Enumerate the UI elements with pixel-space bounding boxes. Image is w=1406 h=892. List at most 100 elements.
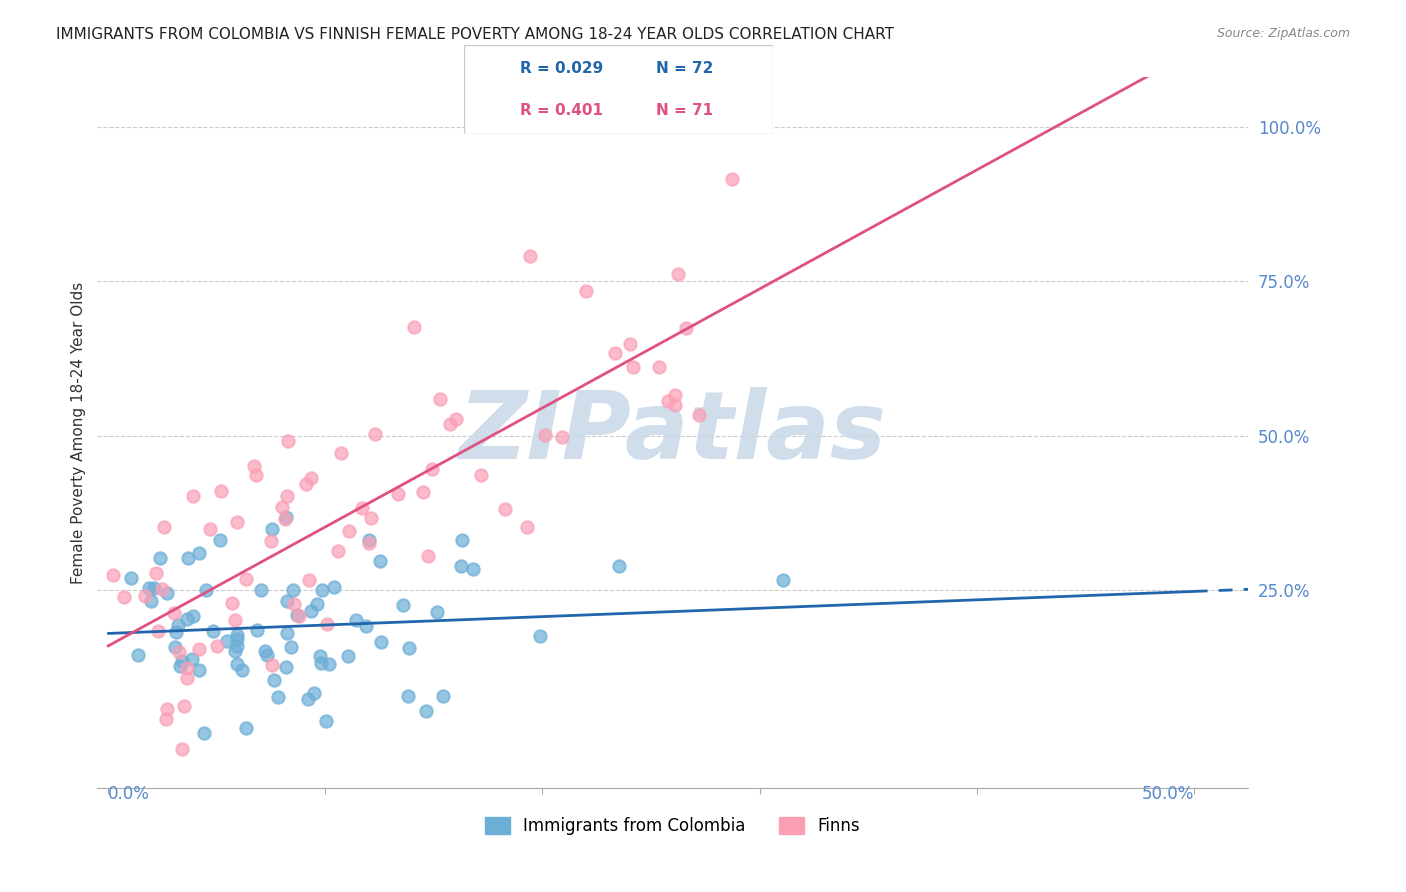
- Point: [149, 551, 172, 566]
- Point: [648, 360, 671, 375]
- Point: [276, 659, 298, 673]
- Point: [297, 691, 319, 706]
- Point: [276, 489, 298, 503]
- Point: [450, 533, 472, 548]
- Point: [664, 398, 686, 412]
- Point: [146, 624, 169, 638]
- Point: [396, 690, 419, 704]
- Point: [217, 633, 239, 648]
- Point: [285, 608, 308, 623]
- Point: [224, 643, 246, 657]
- Point: [271, 500, 294, 515]
- Point: [276, 594, 298, 608]
- Text: N = 72: N = 72: [655, 62, 713, 76]
- Point: [134, 590, 156, 604]
- Point: [225, 628, 247, 642]
- Y-axis label: Female Poverty Among 18-24 Year Olds: Female Poverty Among 18-24 Year Olds: [72, 282, 86, 583]
- Point: [420, 462, 443, 476]
- Point: [138, 581, 160, 595]
- Point: [274, 512, 297, 526]
- Point: [519, 249, 541, 263]
- Point: [309, 657, 332, 671]
- Point: [181, 489, 204, 503]
- Point: [243, 458, 266, 473]
- Point: [391, 598, 413, 612]
- Point: [198, 522, 221, 536]
- Point: [262, 657, 284, 672]
- Point: [253, 644, 276, 658]
- Point: [657, 394, 679, 409]
- Point: [226, 515, 249, 529]
- Point: [301, 604, 323, 618]
- Point: [195, 582, 218, 597]
- Point: [359, 535, 381, 549]
- Point: [187, 642, 209, 657]
- Point: [276, 625, 298, 640]
- Point: [387, 487, 409, 501]
- Point: [181, 651, 204, 665]
- Point: [494, 501, 516, 516]
- Point: [188, 663, 211, 677]
- Point: [432, 689, 454, 703]
- Point: [188, 546, 211, 560]
- Point: [112, 590, 135, 604]
- Point: [450, 558, 472, 573]
- Point: [370, 635, 392, 649]
- Point: [235, 572, 257, 586]
- Point: [529, 629, 551, 643]
- Point: [209, 483, 232, 498]
- Point: [326, 544, 349, 558]
- Point: [267, 690, 290, 704]
- Point: [226, 657, 249, 672]
- Point: [621, 359, 644, 374]
- Text: N = 71: N = 71: [655, 103, 713, 118]
- Point: [221, 596, 243, 610]
- Point: [201, 624, 224, 639]
- Point: [603, 346, 626, 360]
- Point: [619, 336, 641, 351]
- Point: [323, 580, 346, 594]
- Point: [127, 648, 149, 663]
- Point: [172, 654, 194, 668]
- Point: [166, 624, 188, 639]
- Point: [103, 568, 125, 582]
- Point: [156, 586, 179, 600]
- Point: [245, 467, 267, 482]
- Point: [226, 632, 249, 647]
- Point: [298, 573, 321, 587]
- Point: [145, 566, 167, 581]
- Point: [364, 427, 387, 442]
- Point: [226, 639, 249, 653]
- Point: [176, 661, 198, 675]
- Point: [263, 673, 285, 687]
- Point: [283, 597, 305, 611]
- Point: [688, 408, 710, 422]
- Point: [668, 267, 690, 281]
- Point: [181, 609, 204, 624]
- Point: [516, 520, 538, 534]
- Point: [720, 171, 742, 186]
- Point: [336, 648, 359, 663]
- Point: [150, 582, 173, 596]
- Point: [169, 645, 191, 659]
- Point: [250, 582, 273, 597]
- FancyBboxPatch shape: [464, 45, 773, 134]
- Point: [461, 561, 484, 575]
- Point: [302, 686, 325, 700]
- Point: [360, 511, 382, 525]
- Point: [337, 524, 360, 539]
- Bar: [474, 95, 510, 127]
- Text: IMMIGRANTS FROM COLOMBIA VS FINNISH FEMALE POVERTY AMONG 18-24 YEAR OLDS CORRELA: IMMIGRANTS FROM COLOMBIA VS FINNISH FEMA…: [56, 27, 894, 42]
- Point: [309, 648, 332, 663]
- Point: [120, 571, 142, 585]
- Point: [318, 657, 340, 671]
- Point: [156, 702, 179, 716]
- Text: Source: ZipAtlas.com: Source: ZipAtlas.com: [1216, 27, 1350, 40]
- Point: [177, 551, 200, 566]
- Bar: [474, 54, 510, 85]
- Point: [330, 446, 353, 460]
- Point: [162, 606, 184, 620]
- Point: [416, 549, 439, 563]
- Point: [307, 598, 329, 612]
- Point: [176, 612, 198, 626]
